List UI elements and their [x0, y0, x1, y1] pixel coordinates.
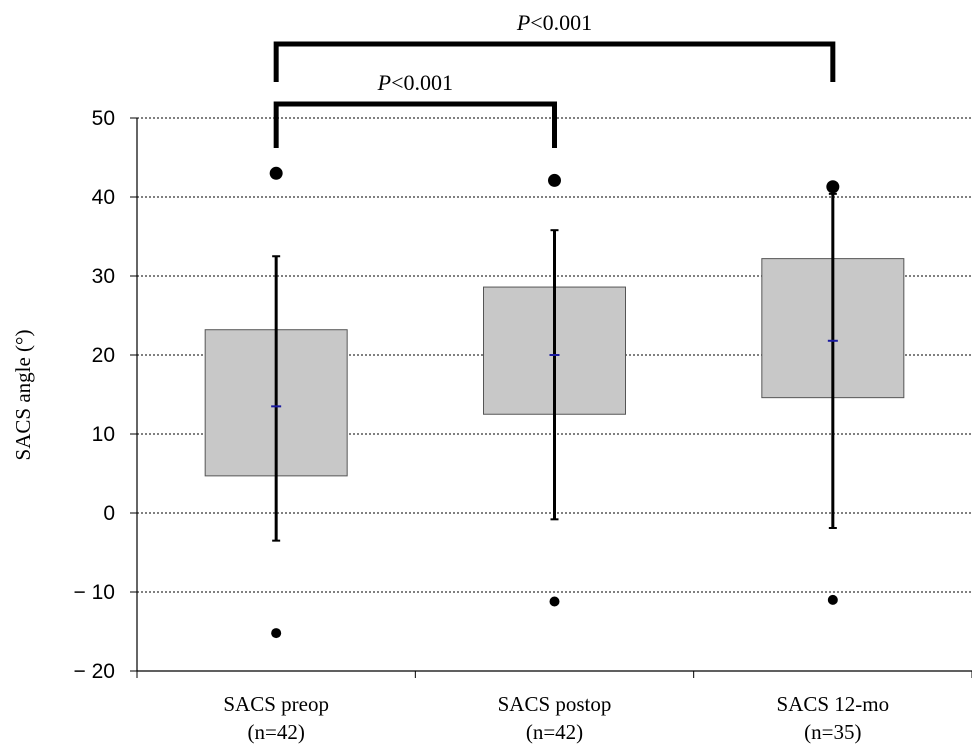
y-tick-label: 10	[92, 423, 115, 446]
y-tick-label: 50	[92, 107, 115, 130]
axes	[130, 117, 972, 678]
x-category-n-label: (n=42)	[526, 720, 583, 744]
y-tick-label: 20	[92, 344, 115, 367]
y-axis-title: SACS angle (°)	[11, 330, 35, 461]
x-category-label: SACS postop	[498, 692, 612, 716]
y-tick-label: − 20	[74, 660, 115, 683]
significance-bracket	[273, 101, 557, 148]
outlier-point	[827, 594, 838, 605]
x-category-label: SACS preop	[223, 692, 329, 716]
p-value-text: <0.001	[530, 10, 592, 35]
y-tick-label: 0	[103, 502, 115, 525]
significance-bracket	[273, 41, 836, 82]
outlier-point	[548, 173, 561, 187]
p-value-label: P<0.001	[516, 10, 592, 35]
p-value-label: P<0.001	[377, 70, 453, 95]
outlier-point	[271, 628, 282, 639]
p-symbol: P	[516, 10, 530, 35]
p-symbol: P	[377, 70, 391, 95]
y-tick-label: 40	[92, 186, 115, 209]
y-tick-label: 30	[92, 265, 115, 288]
y-tick-label: − 10	[74, 581, 115, 604]
outlier-point	[826, 180, 840, 194]
boxes	[204, 166, 905, 639]
x-category-n-label: (n=42)	[247, 720, 304, 744]
p-value-text: <0.001	[391, 70, 453, 95]
outlier-point	[549, 596, 560, 607]
x-category-n-label: (n=35)	[804, 720, 861, 744]
x-category-label: SACS 12-mo	[777, 692, 890, 716]
axis-labels: 50 40 30 20 10 0 − 10 − 20 SACS preop (n=42) SACS …	[74, 107, 890, 744]
outlier-point	[269, 166, 283, 180]
